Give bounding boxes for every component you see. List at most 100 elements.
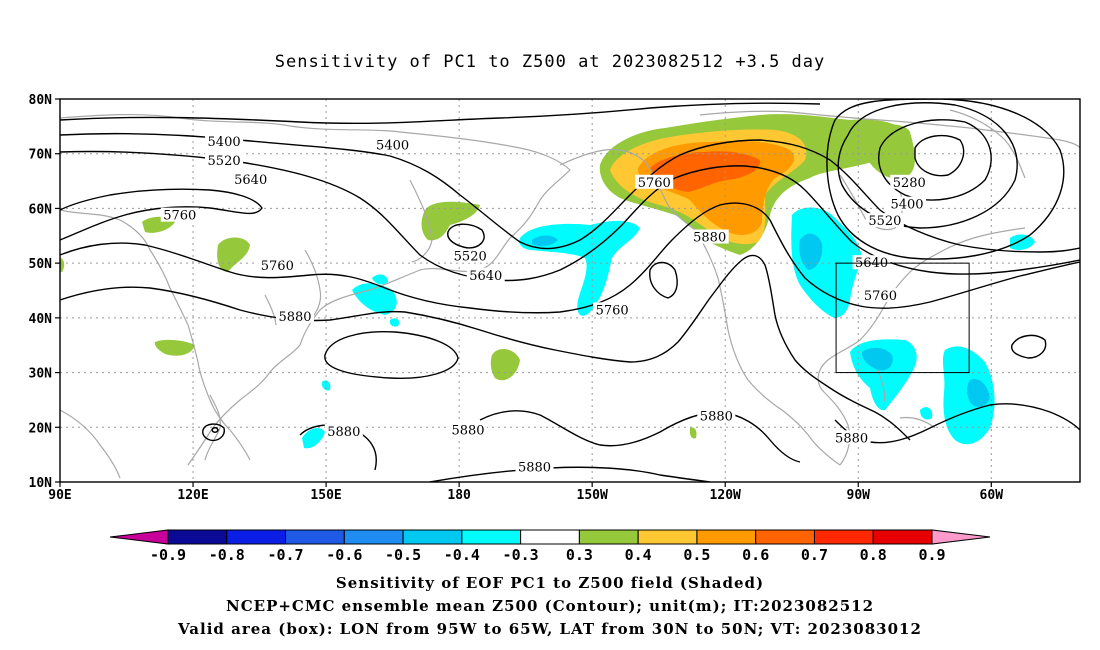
lat-tick-label: 50N	[29, 257, 53, 272]
colorbar-swatch	[285, 529, 345, 545]
contour-label-bg	[451, 248, 490, 263]
lat-tick-label: 20N	[29, 421, 53, 436]
colorbar-swatch	[226, 529, 287, 545]
contour-5760-closed	[649, 261, 678, 299]
negative-shading-nepacific-core	[532, 235, 558, 247]
colorbar-label: 0.4	[625, 546, 652, 564]
valid-area-rect	[835, 262, 970, 374]
colorbar-label: 0.8	[860, 546, 887, 564]
contour-label-bg	[258, 257, 297, 272]
contour-5760-a	[60, 188, 263, 241]
contour-label: 5520	[868, 214, 901, 229]
positive-shading-china-n	[217, 237, 250, 272]
contour-5520-closed	[447, 223, 485, 249]
colorbar-swatch	[872, 529, 933, 545]
map-grid	[60, 99, 1080, 482]
contour-label-bg	[205, 133, 244, 148]
positive-shading-taiwan	[154, 339, 195, 356]
lat-tick-label: 40N	[29, 312, 53, 327]
colorbar-label: -0.3	[503, 546, 539, 564]
lat-tick-label: 60N	[29, 202, 53, 217]
contour-label-bg	[276, 308, 315, 323]
contour-label: 5640	[469, 269, 502, 284]
positive-shading-edge	[60, 258, 65, 272]
colorbar-swatch	[755, 529, 815, 545]
contour-label-bg	[852, 255, 891, 270]
positive-shading-siberia	[421, 201, 480, 241]
contour-label: 5760	[638, 176, 671, 191]
colorbar-label: 0.5	[683, 546, 710, 564]
colorbar-swatch	[637, 529, 698, 545]
colorbar-swatch	[813, 529, 874, 545]
positive-shading-mexico	[689, 427, 697, 439]
contour-5880-closed-pacific	[324, 330, 459, 380]
lat-tick-label: 10N	[29, 476, 53, 491]
contour-label-bg	[890, 174, 929, 189]
coastline-korea	[264, 294, 277, 326]
contour-label: 5640	[234, 173, 267, 188]
coastline-alaska	[559, 148, 696, 231]
contour-label: 5400	[890, 198, 923, 213]
contour-low-5400	[878, 119, 992, 201]
contour-label-bg	[205, 152, 244, 167]
caption-line-3: Valid area (box): LON from 95W to 65W, L…	[178, 620, 922, 638]
contour-5640-a	[60, 150, 1080, 282]
colorbar-swatch	[696, 529, 757, 545]
colorbar-swatch	[343, 529, 404, 545]
negative-shading-newfoundland	[1010, 234, 1035, 250]
valid-area-box	[835, 262, 970, 374]
coastline-kamchatka	[409, 179, 433, 263]
contour-label-bg	[690, 229, 729, 244]
colorbar-swatch	[461, 529, 522, 545]
contour-label-bg	[593, 302, 632, 317]
contour-low-5520	[837, 102, 1018, 229]
contour-label: 5880	[518, 460, 551, 475]
coastline-philippines	[204, 394, 221, 461]
contour-label-bg	[861, 288, 900, 303]
colorbar-left-arrow	[109, 529, 169, 545]
z500-contours	[60, 99, 1080, 482]
lon-tick-label: 90W	[847, 488, 871, 503]
colorbar: -0.9 -0.8 -0.7 -0.6 -0.5 -0.4 -0.3 0.3 0.4 0.5 0.6…	[109, 529, 991, 564]
figure-title: Sensitivity of PC1 to Z500 at 2023082512…	[274, 52, 826, 72]
colorbar-right-arrow	[931, 529, 991, 545]
negative-shading-small2	[920, 407, 933, 420]
coastline-north-america-west	[694, 229, 841, 466]
lon-tick-label: 150E	[310, 488, 341, 503]
positive-shading-core-inner	[650, 151, 761, 192]
contour-label-bg	[888, 196, 927, 211]
contour-label-bg	[832, 430, 871, 445]
map-axes: 90E 120E 150E 180 150W 120W 90W 60W 80N 70N 60N 50N…	[29, 93, 1004, 503]
map-frame	[59, 98, 1081, 483]
colorbar-swatch	[520, 529, 580, 545]
caption-line-1: Sensitivity of EOF PC1 to Z500 field (Sh…	[335, 574, 765, 592]
contour-5760-main	[60, 202, 1080, 314]
caption-line-2: NCEP+CMC ensemble mean Z500 (Contour); u…	[226, 597, 874, 615]
contour-label: 5280	[893, 176, 926, 191]
lon-tick-label: 120E	[177, 488, 208, 503]
contour-label: 5640	[855, 256, 888, 271]
colorbar-swatch	[167, 529, 228, 545]
contour-label: 5400	[208, 135, 241, 150]
colorbar-label: 0.9	[918, 546, 945, 564]
colorbar-label: 0.6	[742, 546, 769, 564]
contour-label: 5760	[864, 289, 897, 304]
contour-labels: 5400 540055205640576057605520564057605880…	[160, 133, 929, 475]
contour-label-bg	[466, 267, 505, 282]
lat-tick-label: 70N	[29, 148, 53, 163]
contour-label-bg	[697, 408, 736, 423]
coastline-greenland	[949, 109, 1026, 179]
contour-label-bg	[373, 137, 412, 152]
negative-shading-pacific-mid3	[389, 318, 400, 327]
lat-tick-label: 80N	[29, 93, 53, 108]
contour-label: 5880	[700, 409, 733, 424]
lat-tick-label: 30N	[29, 367, 53, 382]
contour-label: 5880	[327, 425, 360, 440]
lon-tick-label: 150W	[577, 488, 608, 503]
lon-tick-label: 120W	[710, 488, 741, 503]
contour-5520-a	[60, 132, 1080, 253]
colorbar-label: -0.9	[150, 546, 186, 564]
colorbar-label: -0.6	[326, 546, 362, 564]
